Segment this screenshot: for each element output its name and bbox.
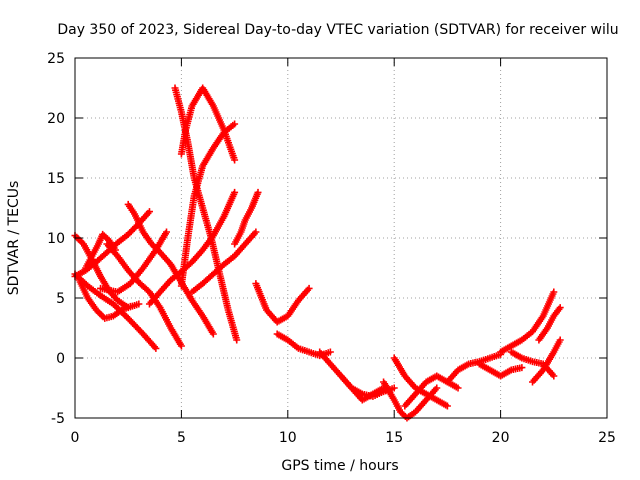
- data-layer: [71, 84, 564, 422]
- series-track-15: [252, 280, 313, 326]
- data-point-marker: [145, 208, 153, 216]
- series-track-8: [97, 228, 171, 296]
- series-track-22: [443, 350, 505, 386]
- data-point-marker: [518, 364, 526, 372]
- y-tick-label: 25: [47, 51, 65, 67]
- y-axis-label: SDTVAR / TECUs: [6, 181, 22, 296]
- data-point-marker: [233, 336, 241, 344]
- x-tick-label: 5: [177, 430, 186, 446]
- data-point-marker: [305, 284, 313, 292]
- data-point-marker: [390, 384, 398, 392]
- x-tick-label: 20: [492, 430, 510, 446]
- y-tick-label: 10: [47, 231, 65, 247]
- axis-layer: 0 5 10 15 20 25 -5 0 5 10 15 20 25: [47, 51, 616, 446]
- x-tick-label: 15: [385, 430, 403, 446]
- series-track-6: [103, 240, 185, 350]
- data-point-marker: [454, 384, 462, 392]
- series-track-11: [177, 120, 239, 290]
- data-point-marker: [177, 342, 185, 350]
- data-point-marker: [550, 372, 558, 380]
- data-point-marker: [163, 228, 171, 236]
- series-track-10: [171, 84, 241, 344]
- y-tick-label: 5: [56, 291, 65, 307]
- x-tick-label: 0: [71, 430, 80, 446]
- series-track-21: [401, 372, 462, 410]
- y-tick-label: 20: [47, 111, 65, 127]
- series-track-23: [475, 360, 526, 380]
- series-track-26: [529, 336, 564, 386]
- data-point-marker: [556, 336, 564, 344]
- data-point-marker: [135, 300, 143, 308]
- x-axis-label: GPS time / hours: [281, 458, 398, 474]
- data-point-marker: [433, 384, 441, 392]
- data-point-marker: [254, 188, 262, 196]
- series-track-24: [497, 288, 558, 356]
- series-track-14: [231, 188, 262, 248]
- data-point-marker: [126, 302, 134, 310]
- data-point-marker: [152, 344, 160, 352]
- series-track-13: [188, 228, 260, 296]
- data-point-marker: [209, 330, 217, 338]
- series-track-18: [337, 372, 398, 400]
- data-point-marker: [443, 402, 451, 410]
- data-point-marker: [550, 288, 558, 296]
- series-track-27: [535, 304, 564, 344]
- y-tick-label: -5: [51, 411, 65, 427]
- x-tick-label: 25: [598, 430, 616, 446]
- y-tick-label: 0: [56, 351, 65, 367]
- data-point-marker: [231, 188, 239, 196]
- series-track-1: [71, 270, 160, 352]
- data-point-marker: [326, 348, 334, 356]
- series-track-20: [390, 354, 451, 410]
- data-point-marker: [556, 304, 564, 312]
- x-tick-label: 10: [279, 430, 297, 446]
- series-track-4: [75, 276, 134, 322]
- y-tick-label: 15: [47, 171, 65, 187]
- chart-title: Day 350 of 2023, Sidereal Day-to-day VTE…: [57, 22, 618, 38]
- series-track-12: [177, 84, 239, 164]
- data-point-marker: [252, 228, 260, 236]
- grid-layer: [75, 58, 607, 418]
- data-point-marker: [231, 120, 239, 128]
- data-point-marker: [231, 156, 239, 164]
